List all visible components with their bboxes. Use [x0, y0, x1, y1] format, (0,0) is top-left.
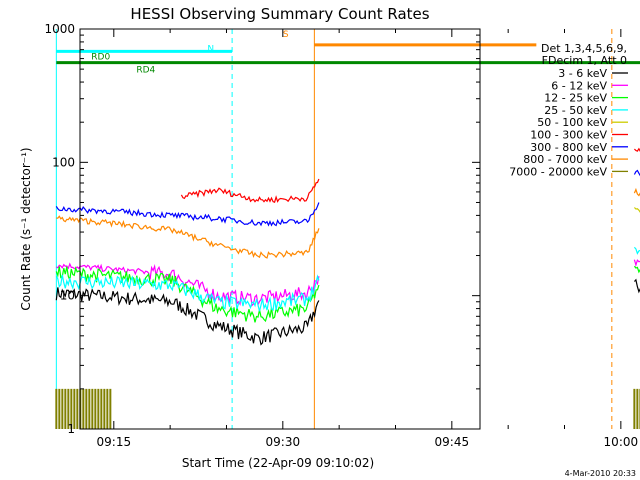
plot-frame [79, 28, 481, 430]
legend-entry-label: 300 - 800 keV [530, 141, 607, 154]
chart-title: HESSI Observing Summary Count Rates [130, 5, 429, 23]
series-line [55, 274, 320, 312]
x-tick-label: 09:45 [435, 435, 470, 449]
x-tick-label: 09:30 [266, 435, 301, 449]
x-tick-label: 09:15 [97, 435, 132, 449]
legend-entry-label: 50 - 100 keV [537, 116, 607, 129]
legend: Det 1,3,4,5,6,9, FDecim 1, Att 0 3 - 6 k… [509, 42, 628, 178]
legend-header-line-2: FDecim 1, Att 0 [542, 54, 627, 67]
legend-entry-label: 25 - 50 keV [544, 104, 607, 117]
y-tick-label: 100 [52, 155, 75, 169]
state-label: S [283, 30, 289, 40]
series-line [55, 266, 320, 323]
x-axis-label: Start Time (22-Apr-09 09:10:02) [182, 456, 374, 470]
legend-entry-label: 7000 - 20000 keV [509, 165, 607, 178]
y-tick-label: 1 [67, 422, 75, 436]
legend-entry-label: 100 - 300 keV [530, 129, 607, 142]
footer-date: 4-Mar-2010 20:33 [565, 469, 636, 478]
state-label: RD4 [136, 66, 155, 76]
series-line [56, 215, 320, 259]
y-tick-label: 1000 [44, 22, 75, 36]
y-tick-label: 10 [60, 289, 75, 303]
legend-entry-label: 12 - 25 keV [544, 92, 607, 105]
series-line [55, 202, 320, 227]
legend-entry-label: 800 - 7000 keV [523, 153, 607, 166]
series-line [55, 287, 320, 346]
x-tick-label: 10:00 [604, 435, 639, 449]
series-line [180, 178, 320, 203]
state-label: N [207, 44, 214, 54]
series-line [56, 262, 320, 307]
legend-header-line-1: Det 1,3,4,5,6,9, [541, 42, 627, 55]
state-label: RD0 [91, 53, 110, 63]
legend-entry-label: 3 - 6 keV [558, 67, 607, 80]
legend-entry-label: 6 - 12 keV [551, 79, 607, 92]
y-axis-label: Count Rate (s⁻¹ detector⁻¹) [19, 147, 33, 310]
plot-area: RD0 RD4 N S [55, 29, 640, 429]
axes: 110100100009:1509:3009:4510:0010:1510:30… [44, 22, 639, 449]
